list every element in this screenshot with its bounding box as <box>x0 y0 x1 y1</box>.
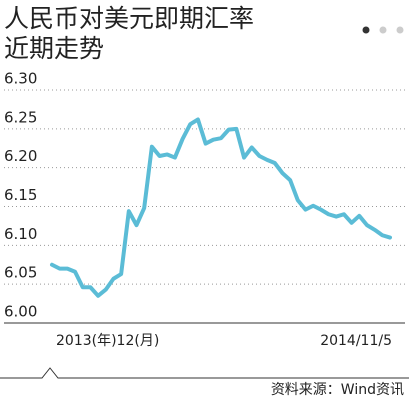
chart-title: 人民币对美元即期汇率 <box>4 4 254 33</box>
source-note: 资料来源：Wind资讯 <box>271 382 404 398</box>
y-tick-label: 6.05 <box>4 264 37 282</box>
y-tick-label: 6.15 <box>4 186 37 204</box>
page-dot <box>396 26 404 34</box>
page-dot <box>362 26 370 34</box>
data-line <box>50 117 392 298</box>
y-tick-label: 6.30 <box>4 70 37 88</box>
footer-rule <box>0 367 409 379</box>
y-tick-label: 6.10 <box>4 225 37 243</box>
y-tick-label: 6.25 <box>4 108 37 126</box>
page-dot <box>379 26 387 34</box>
y-tick-label: 6.00 <box>4 303 37 321</box>
x-tick-label: 2014/11/5 <box>320 333 392 349</box>
y-tick-label: 6.20 <box>4 147 37 165</box>
x-tick-label: 2013(年)12(月) <box>56 333 159 349</box>
chart-title: 近期走势 <box>4 34 104 63</box>
